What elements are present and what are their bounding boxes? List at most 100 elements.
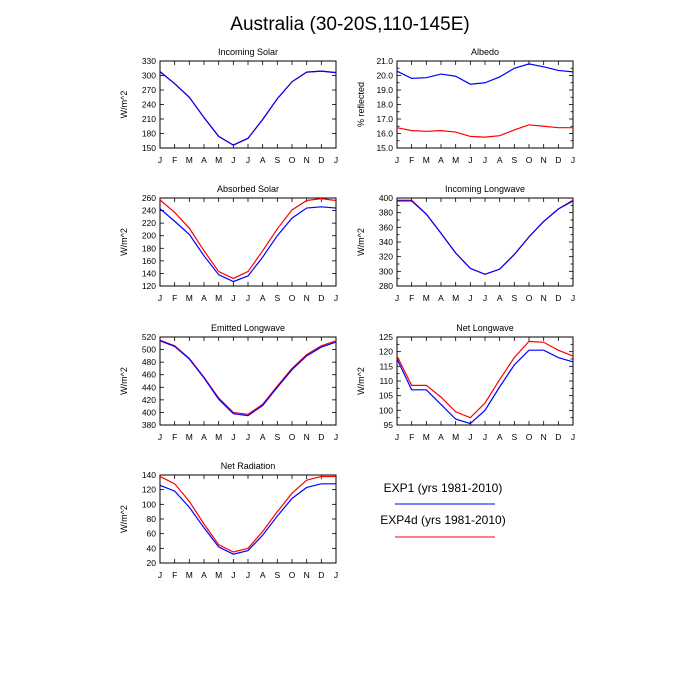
y-tick-label: 17.0 xyxy=(376,114,393,124)
y-axis-label: W/m^2 xyxy=(119,91,129,119)
x-tick-label: F xyxy=(409,293,414,303)
x-tick-label: J xyxy=(246,570,250,580)
plot-frame xyxy=(159,60,337,149)
y-tick-label: 18.0 xyxy=(376,100,393,110)
x-tick-label: S xyxy=(274,155,280,165)
x-tick-label: M xyxy=(452,293,459,303)
x-tick-label: J xyxy=(468,432,472,442)
x-tick-label: J xyxy=(158,155,162,165)
x-tick-label: M xyxy=(423,432,430,442)
legend-label: EXP1 (yrs 1981-2010) xyxy=(384,481,503,495)
series-line-exp1 xyxy=(159,206,337,283)
y-tick-label: 40 xyxy=(147,543,157,553)
series-line-exp4d xyxy=(159,339,337,415)
series-line-exp4d xyxy=(159,70,337,146)
x-tick-label: J xyxy=(395,155,399,165)
x-tick-label: J xyxy=(231,293,235,303)
x-tick-label: O xyxy=(289,293,296,303)
y-tick-label: 520 xyxy=(142,332,156,342)
y-tick-label: 15.0 xyxy=(376,143,393,153)
y-tick-label: 16.0 xyxy=(376,129,393,139)
y-tick-label: 320 xyxy=(379,252,393,262)
x-tick-label: F xyxy=(409,155,414,165)
x-tick-label: S xyxy=(274,293,280,303)
x-tick-label: M xyxy=(186,155,193,165)
y-tick-label: 115 xyxy=(379,361,393,371)
x-tick-label: J xyxy=(231,570,235,580)
x-tick-label: A xyxy=(260,432,266,442)
y-tick-label: 280 xyxy=(379,281,393,291)
y-tick-label: 150 xyxy=(142,143,156,153)
x-tick-label: J xyxy=(246,155,250,165)
x-tick-label: S xyxy=(511,155,517,165)
x-tick-label: N xyxy=(304,432,310,442)
panel-title: Absorbed Solar xyxy=(217,184,279,194)
y-tick-label: 300 xyxy=(142,71,156,81)
x-tick-label: M xyxy=(452,155,459,165)
panel-title: Net Longwave xyxy=(456,323,514,333)
panel-emitted-longwave: Emitted Longwave 380 400 420 440 460 480 500 520… xyxy=(119,323,338,442)
x-tick-label: J xyxy=(158,293,162,303)
x-tick-label: D xyxy=(318,570,324,580)
series-line-exp1 xyxy=(396,349,574,425)
y-tick-label: 60 xyxy=(147,529,157,539)
x-tick-label: A xyxy=(497,432,503,442)
x-tick-label: N xyxy=(304,293,310,303)
y-tick-label: 200 xyxy=(142,231,156,241)
y-axis-label: W/m^2 xyxy=(119,228,129,256)
x-tick-label: A xyxy=(497,155,503,165)
y-axis-label: W/m^2 xyxy=(119,367,129,395)
legend-label: EXP4d (yrs 1981-2010) xyxy=(380,513,505,527)
x-tick-label: A xyxy=(201,570,207,580)
x-tick-label: F xyxy=(409,432,414,442)
x-tick-label: A xyxy=(201,293,207,303)
x-tick-label: J xyxy=(246,432,250,442)
x-tick-label: J xyxy=(483,293,487,303)
y-tick-label: 480 xyxy=(142,357,156,367)
x-tick-label: M xyxy=(215,155,222,165)
x-tick-label: D xyxy=(555,432,561,442)
panel-title: Incoming Solar xyxy=(218,47,278,57)
x-tick-label: D xyxy=(318,432,324,442)
x-tick-label: J xyxy=(334,155,338,165)
x-tick-label: A xyxy=(438,432,444,442)
y-tick-label: 120 xyxy=(142,485,156,495)
y-axis-label: W/m^2 xyxy=(119,505,129,533)
y-tick-label: 100 xyxy=(379,405,393,415)
x-tick-label: N xyxy=(541,432,547,442)
y-axis-label: W/m^2 xyxy=(356,228,366,256)
y-tick-label: 20.0 xyxy=(376,71,393,81)
x-tick-label: A xyxy=(260,570,266,580)
x-tick-label: M xyxy=(452,432,459,442)
x-tick-label: A xyxy=(201,155,207,165)
x-tick-label: J xyxy=(571,293,575,303)
y-tick-label: 240 xyxy=(142,206,156,216)
plot-frame xyxy=(396,336,574,426)
y-tick-label: 420 xyxy=(142,395,156,405)
legend-item: EXP4d (yrs 1981-2010) xyxy=(380,513,506,538)
y-tick-label: 460 xyxy=(142,370,156,380)
x-tick-label: M xyxy=(186,293,193,303)
y-tick-label: 125 xyxy=(379,332,393,342)
y-tick-label: 260 xyxy=(142,193,156,203)
x-tick-label: J xyxy=(483,432,487,442)
y-tick-label: 380 xyxy=(379,208,393,218)
x-tick-label: S xyxy=(511,432,517,442)
x-tick-label: N xyxy=(304,570,310,580)
y-tick-label: 360 xyxy=(379,222,393,232)
y-tick-label: 220 xyxy=(142,218,156,228)
x-tick-label: D xyxy=(555,155,561,165)
x-tick-label: J xyxy=(334,570,338,580)
y-tick-label: 120 xyxy=(142,281,156,291)
x-tick-label: S xyxy=(274,570,280,580)
x-tick-label: A xyxy=(497,293,503,303)
x-tick-label: J xyxy=(231,155,235,165)
y-tick-label: 19.0 xyxy=(376,85,393,95)
y-tick-label: 21.0 xyxy=(376,56,393,66)
